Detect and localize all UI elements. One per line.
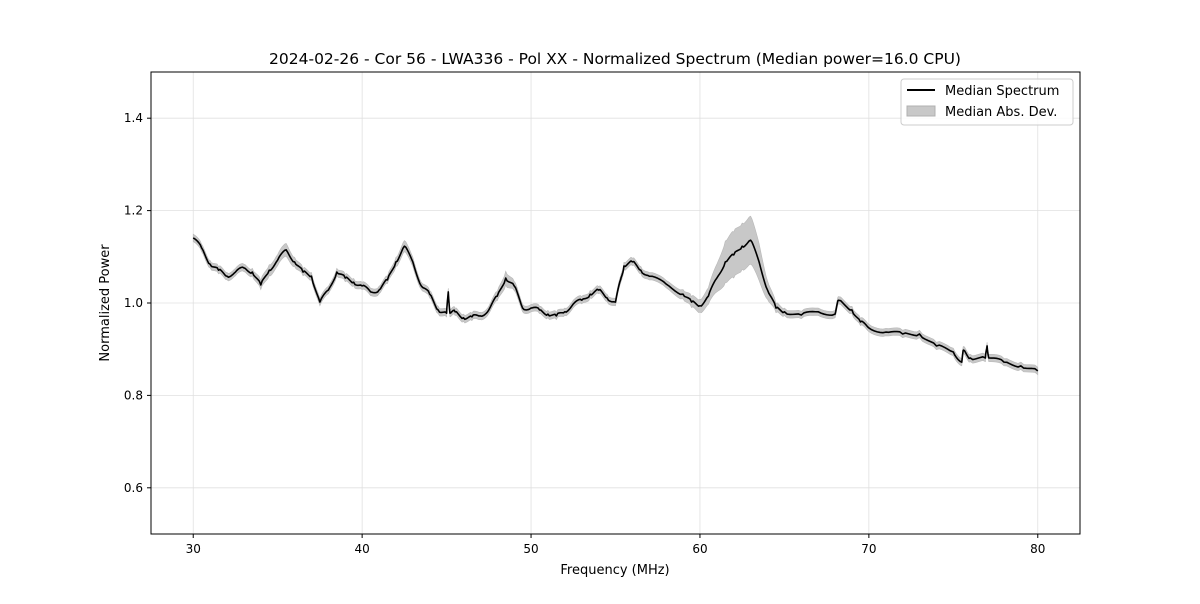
legend-patch-swatch xyxy=(906,105,936,117)
x-tick-label: 60 xyxy=(692,542,707,556)
mad-band-area xyxy=(192,215,1039,376)
mad-band xyxy=(192,215,1039,376)
legend-label-median: Median Spectrum xyxy=(945,84,1059,99)
legend-label-mad: Median Abs. Dev. xyxy=(945,105,1057,120)
chart-title: 2024-02-26 - Cor 56 - LWA336 - Pol XX - … xyxy=(269,50,961,68)
median-line xyxy=(192,237,1039,372)
y-axis-label: Normalized Power xyxy=(98,244,113,362)
median-spectrum-line xyxy=(192,237,1039,372)
y-tick-label: 0.8 xyxy=(124,388,143,402)
y-tick-label: 1.0 xyxy=(124,296,143,310)
y-tick-label: 0.6 xyxy=(124,481,143,495)
y-tick-label: 1.2 xyxy=(124,204,143,218)
y-tick-label: 1.4 xyxy=(124,111,143,125)
x-tick-label: 30 xyxy=(186,542,201,556)
x-tick-label: 70 xyxy=(861,542,876,556)
x-tick-label: 50 xyxy=(523,542,538,556)
y-axis-ticks: 0.6 0.8 1.0 1.2 1.4 xyxy=(124,111,151,495)
legend: Median Spectrum Median Abs. Dev. xyxy=(900,78,1074,126)
x-axis-ticks: 30 40 50 60 70 80 xyxy=(186,534,1045,556)
x-tick-label: 40 xyxy=(354,542,369,556)
x-tick-label: 80 xyxy=(1030,542,1045,556)
x-axis-label: Frequency (MHz) xyxy=(560,563,669,578)
legend-box xyxy=(900,78,1074,126)
